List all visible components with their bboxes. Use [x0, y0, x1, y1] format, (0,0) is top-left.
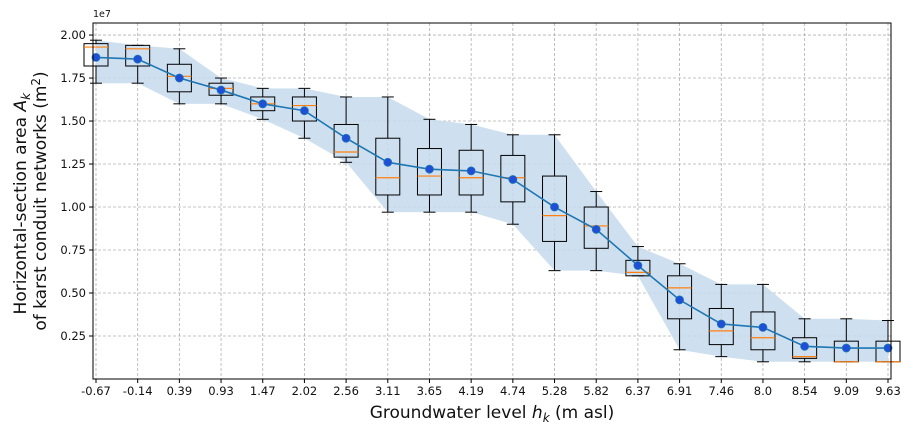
mean-marker-8.0	[758, 323, 768, 332]
y-tick-label: 0.25	[60, 329, 86, 343]
mean-line	[95, 56, 888, 349]
mean-marker-0.39	[174, 73, 184, 83]
boxplot-2.56	[333, 96, 359, 163]
box	[208, 82, 234, 96]
mean-marker-7.46	[716, 319, 726, 329]
box	[750, 311, 776, 351]
mean-marker-6.91	[675, 295, 684, 305]
boxplot--0.14	[125, 44, 151, 84]
box	[333, 123, 359, 158]
x-tick-label: 6.37	[625, 384, 651, 398]
y-tick-label: 1.00	[60, 200, 86, 214]
x-tick-label: 0.39	[167, 384, 193, 398]
mean-marker-1.47	[258, 99, 268, 109]
y-tick-label: 1.50	[60, 114, 86, 128]
y-tick-label: 1.25	[60, 157, 86, 171]
x-tick-label: 6.91	[667, 384, 693, 398]
boxplot-9.63	[875, 320, 901, 363]
box	[500, 154, 526, 203]
boxplot-5.28	[542, 134, 568, 272]
mean-line-series	[91, 52, 893, 353]
box	[83, 43, 109, 67]
mean-marker-5.28	[550, 202, 559, 212]
box	[708, 307, 734, 346]
mean-marker-4.19	[466, 166, 476, 176]
boxplot-9.09	[833, 318, 859, 363]
mean-marker-3.11	[383, 157, 393, 167]
mean-marker-9.63	[883, 343, 893, 353]
x-label-h: h	[532, 403, 543, 423]
x-axis-label: Groundwater level hk (m asl)	[370, 403, 615, 425]
mean-marker--0.67	[91, 52, 101, 62]
x-tick-label: 5.28	[542, 384, 568, 398]
mean-marker-4.74	[508, 175, 518, 184]
mean-marker-3.65	[425, 164, 434, 174]
x-axis-ticks: -0.67 -0.14 0.39 0.93 1.47 2.02 2.56 3.11 3.65 4.…	[81, 379, 901, 398]
boxplot-1.47	[250, 87, 276, 120]
x-tick-label: 3.65	[417, 384, 443, 398]
x-tick-label: 2.02	[292, 384, 318, 398]
plot-frame	[92, 22, 892, 380]
box	[166, 63, 192, 93]
boxplots	[83, 39, 901, 363]
x-tick-label: 1.47	[250, 384, 276, 398]
x-label-unit: (m asl)	[550, 403, 615, 423]
y-label-line1: Horizontal-section area Ak	[11, 92, 33, 315]
mean-marker-8.54	[800, 341, 810, 351]
box	[667, 275, 693, 320]
x-tick-label: 5.82	[583, 384, 609, 398]
y-exponent-label: 1e7	[93, 9, 111, 20]
boxplot-3.11	[375, 96, 401, 213]
y-tick-label: 0.75	[60, 243, 86, 257]
y-tick-label: 1.75	[60, 71, 86, 85]
x-tick-label: -0.67	[81, 384, 111, 398]
x-tick-label: 8.54	[792, 384, 818, 398]
x-tick-label: -0.14	[123, 384, 153, 398]
mean-marker-2.56	[341, 133, 351, 143]
x-label-subscript: k	[543, 411, 551, 425]
y-label-line2: of karst conduit networks (m2)	[29, 71, 51, 330]
x-tick-label: 9.09	[834, 384, 860, 398]
y-axis-ticks: 0.25 0.50 0.75 1.00 1.25 1.50 1.75 2.00	[60, 28, 93, 343]
mean-marker-2.02	[300, 106, 309, 116]
y-tick-label: 0.50	[60, 286, 86, 300]
mean-marker-0.93	[216, 85, 226, 95]
x-tick-label: 4.19	[458, 384, 484, 398]
mean-marker-9.09	[841, 343, 851, 353]
box	[416, 148, 442, 196]
x-tick-label: 0.93	[208, 384, 234, 398]
x-label-prefix: Groundwater level	[370, 403, 532, 423]
boxplot-4.19	[458, 123, 484, 213]
mean-marker--0.14	[133, 54, 143, 64]
boxplot-8.54	[792, 318, 818, 363]
x-tick-label: 8.0	[754, 384, 772, 398]
boxplot-6.91	[667, 263, 693, 351]
x-tick-label: 7.46	[708, 384, 734, 398]
box	[625, 259, 651, 277]
box	[583, 206, 609, 249]
mean-marker-5.82	[591, 224, 601, 234]
x-tick-label: 4.74	[500, 384, 526, 398]
box	[125, 44, 151, 67]
x-tick-label: 9.63	[875, 384, 901, 398]
x-tick-label: 2.56	[333, 384, 359, 398]
mean-marker-6.37	[633, 261, 643, 270]
boxplot-3.65	[416, 118, 442, 213]
box	[542, 175, 568, 242]
box	[375, 137, 401, 196]
box	[792, 337, 818, 359]
boxplot-7.46	[708, 283, 734, 358]
y-tick-label: 2.00	[60, 28, 86, 42]
boxplot-8.0	[750, 283, 776, 363]
boxplot--0.67	[83, 39, 109, 84]
x-tick-label: 3.11	[375, 384, 401, 398]
y-axis-label: Horizontal-section area Ak of karst cond…	[11, 71, 51, 330]
